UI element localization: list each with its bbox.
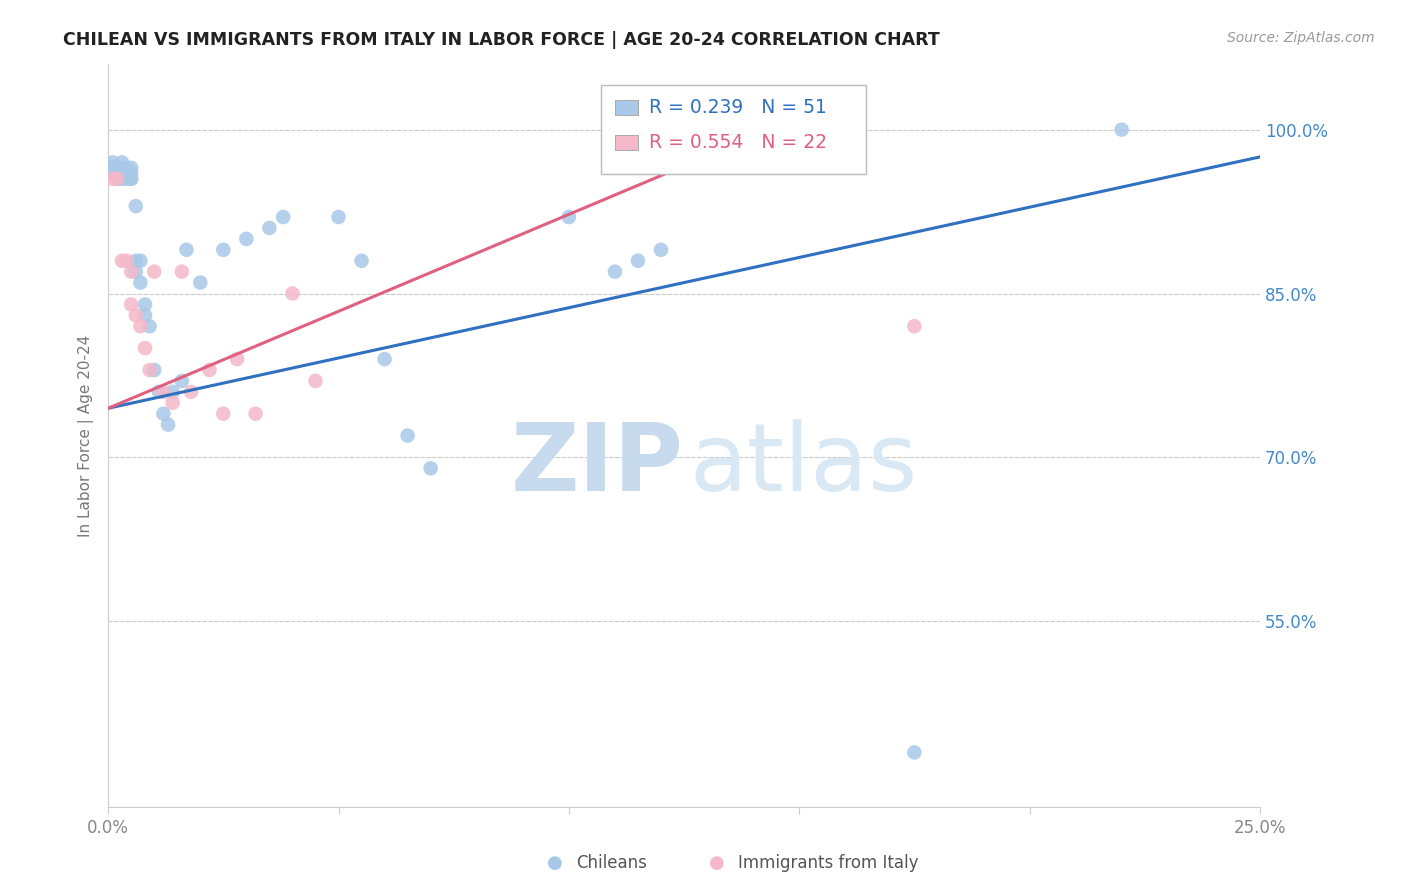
- Point: [170, 374, 193, 388]
- Text: ZIP: ZIP: [512, 419, 683, 511]
- Point: [903, 746, 925, 760]
- Point: [419, 461, 441, 475]
- Point: [101, 171, 124, 186]
- Text: atlas: atlas: [690, 419, 918, 511]
- Point: [152, 407, 174, 421]
- Point: [120, 171, 142, 186]
- Point: [120, 297, 142, 311]
- Point: [558, 210, 581, 224]
- Point: [129, 319, 152, 334]
- Point: [281, 286, 304, 301]
- Point: [212, 407, 235, 421]
- Text: R = 0.239   N = 51: R = 0.239 N = 51: [650, 97, 827, 117]
- Text: Chileans: Chileans: [576, 855, 647, 872]
- Point: [125, 265, 148, 279]
- Point: [157, 417, 180, 432]
- Point: [120, 166, 142, 180]
- Point: [125, 199, 148, 213]
- Point: [125, 309, 148, 323]
- Point: [350, 253, 373, 268]
- Point: [245, 407, 267, 421]
- Point: [148, 384, 170, 399]
- Text: Immigrants from Italy: Immigrants from Italy: [738, 855, 918, 872]
- Point: [115, 161, 138, 175]
- Point: [138, 363, 160, 377]
- Point: [101, 155, 124, 169]
- Point: [304, 374, 326, 388]
- Point: [903, 319, 925, 334]
- Point: [105, 171, 128, 186]
- Point: [374, 352, 396, 367]
- Point: [129, 276, 152, 290]
- Point: [134, 341, 156, 355]
- Point: [650, 243, 672, 257]
- Point: [120, 171, 142, 186]
- Point: [101, 161, 124, 175]
- Point: [125, 253, 148, 268]
- Point: [198, 363, 221, 377]
- Point: [115, 253, 138, 268]
- Point: [111, 253, 134, 268]
- Point: [152, 384, 174, 399]
- Point: [115, 166, 138, 180]
- Point: [138, 319, 160, 334]
- Point: [115, 166, 138, 180]
- Text: ●: ●: [547, 855, 564, 872]
- Point: [180, 384, 202, 399]
- Point: [105, 171, 128, 186]
- Point: [134, 297, 156, 311]
- FancyBboxPatch shape: [602, 85, 866, 174]
- Point: [188, 276, 211, 290]
- Point: [271, 210, 294, 224]
- Point: [120, 161, 142, 175]
- Text: Source: ZipAtlas.com: Source: ZipAtlas.com: [1227, 31, 1375, 45]
- Point: [111, 161, 134, 175]
- Point: [143, 363, 166, 377]
- Point: [105, 171, 128, 186]
- Point: [129, 253, 152, 268]
- Y-axis label: In Labor Force | Age 20-24: In Labor Force | Age 20-24: [79, 334, 94, 537]
- Point: [162, 396, 184, 410]
- Point: [212, 243, 235, 257]
- Point: [111, 166, 134, 180]
- Point: [259, 221, 281, 235]
- Point: [170, 265, 193, 279]
- Point: [101, 166, 124, 180]
- Point: [328, 210, 350, 224]
- Point: [235, 232, 257, 246]
- Point: [105, 161, 128, 175]
- Point: [134, 309, 156, 323]
- Point: [176, 243, 198, 257]
- Point: [226, 352, 249, 367]
- Point: [627, 253, 650, 268]
- Point: [111, 171, 134, 186]
- Text: R = 0.554   N = 22: R = 0.554 N = 22: [650, 133, 828, 153]
- Point: [143, 265, 166, 279]
- Point: [396, 428, 419, 442]
- Text: ●: ●: [709, 855, 725, 872]
- Point: [111, 171, 134, 186]
- FancyBboxPatch shape: [614, 136, 638, 150]
- FancyBboxPatch shape: [614, 100, 638, 114]
- Point: [105, 166, 128, 180]
- Point: [115, 171, 138, 186]
- Point: [111, 155, 134, 169]
- Point: [162, 384, 184, 399]
- Text: CHILEAN VS IMMIGRANTS FROM ITALY IN LABOR FORCE | AGE 20-24 CORRELATION CHART: CHILEAN VS IMMIGRANTS FROM ITALY IN LABO…: [63, 31, 941, 49]
- Point: [1111, 122, 1133, 136]
- Point: [603, 265, 626, 279]
- Point: [120, 265, 142, 279]
